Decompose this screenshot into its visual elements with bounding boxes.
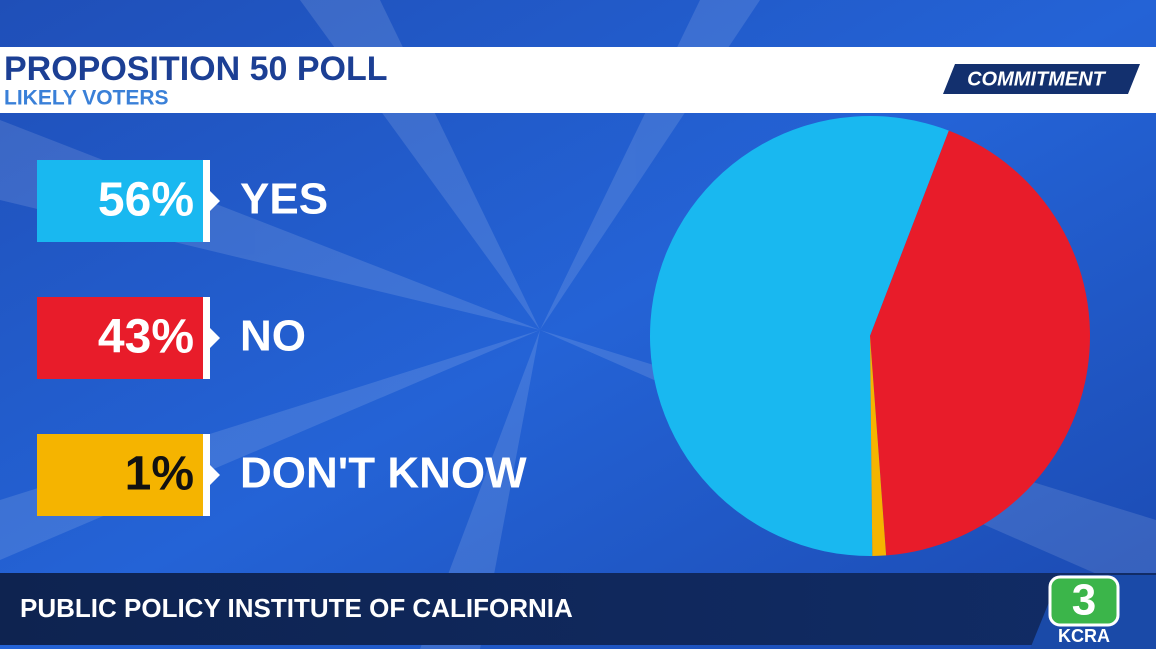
- legend-arrow: [210, 465, 220, 485]
- legend-arrow: [210, 328, 220, 348]
- value-label: 43%: [98, 311, 194, 364]
- legend-stripe: [203, 297, 210, 379]
- footer-bar: [0, 573, 1156, 645]
- channel-logo-bg: [1048, 575, 1120, 627]
- source: PUBLIC POLICY INSTITUTE OF CALIFORNIA: [20, 593, 573, 623]
- pie-slice: [870, 336, 887, 556]
- legend-arrow: [210, 191, 220, 211]
- legend-swatch: [37, 297, 203, 379]
- pie-slice: [649, 115, 949, 556]
- legend-label: DON'T KNOW: [240, 449, 527, 498]
- legend-stripe: [203, 434, 210, 516]
- value-label: 1%: [125, 448, 194, 501]
- legend-stripe: [203, 160, 210, 242]
- show-logo-bg: [943, 64, 1140, 94]
- legend-swatch: [37, 160, 203, 242]
- pie: [649, 115, 1090, 556]
- show-logo: COMMITMENT: [967, 68, 1107, 90]
- chart-subtitle: LIKELY VOTERS: [4, 87, 169, 110]
- value-label: 56%: [98, 174, 194, 227]
- legend: 56% YES 43% NO 1% DON'T KNOW: [37, 160, 527, 516]
- legend-swatch: [37, 434, 203, 516]
- station-name: KCRA: [1058, 626, 1110, 646]
- chart-title: PROPOSITION 50 POLL: [4, 50, 388, 88]
- legend-label: NO: [240, 312, 306, 361]
- pie-slice: [870, 130, 1090, 556]
- legend-label: YES: [240, 175, 328, 224]
- channel-number: 3: [1072, 576, 1096, 625]
